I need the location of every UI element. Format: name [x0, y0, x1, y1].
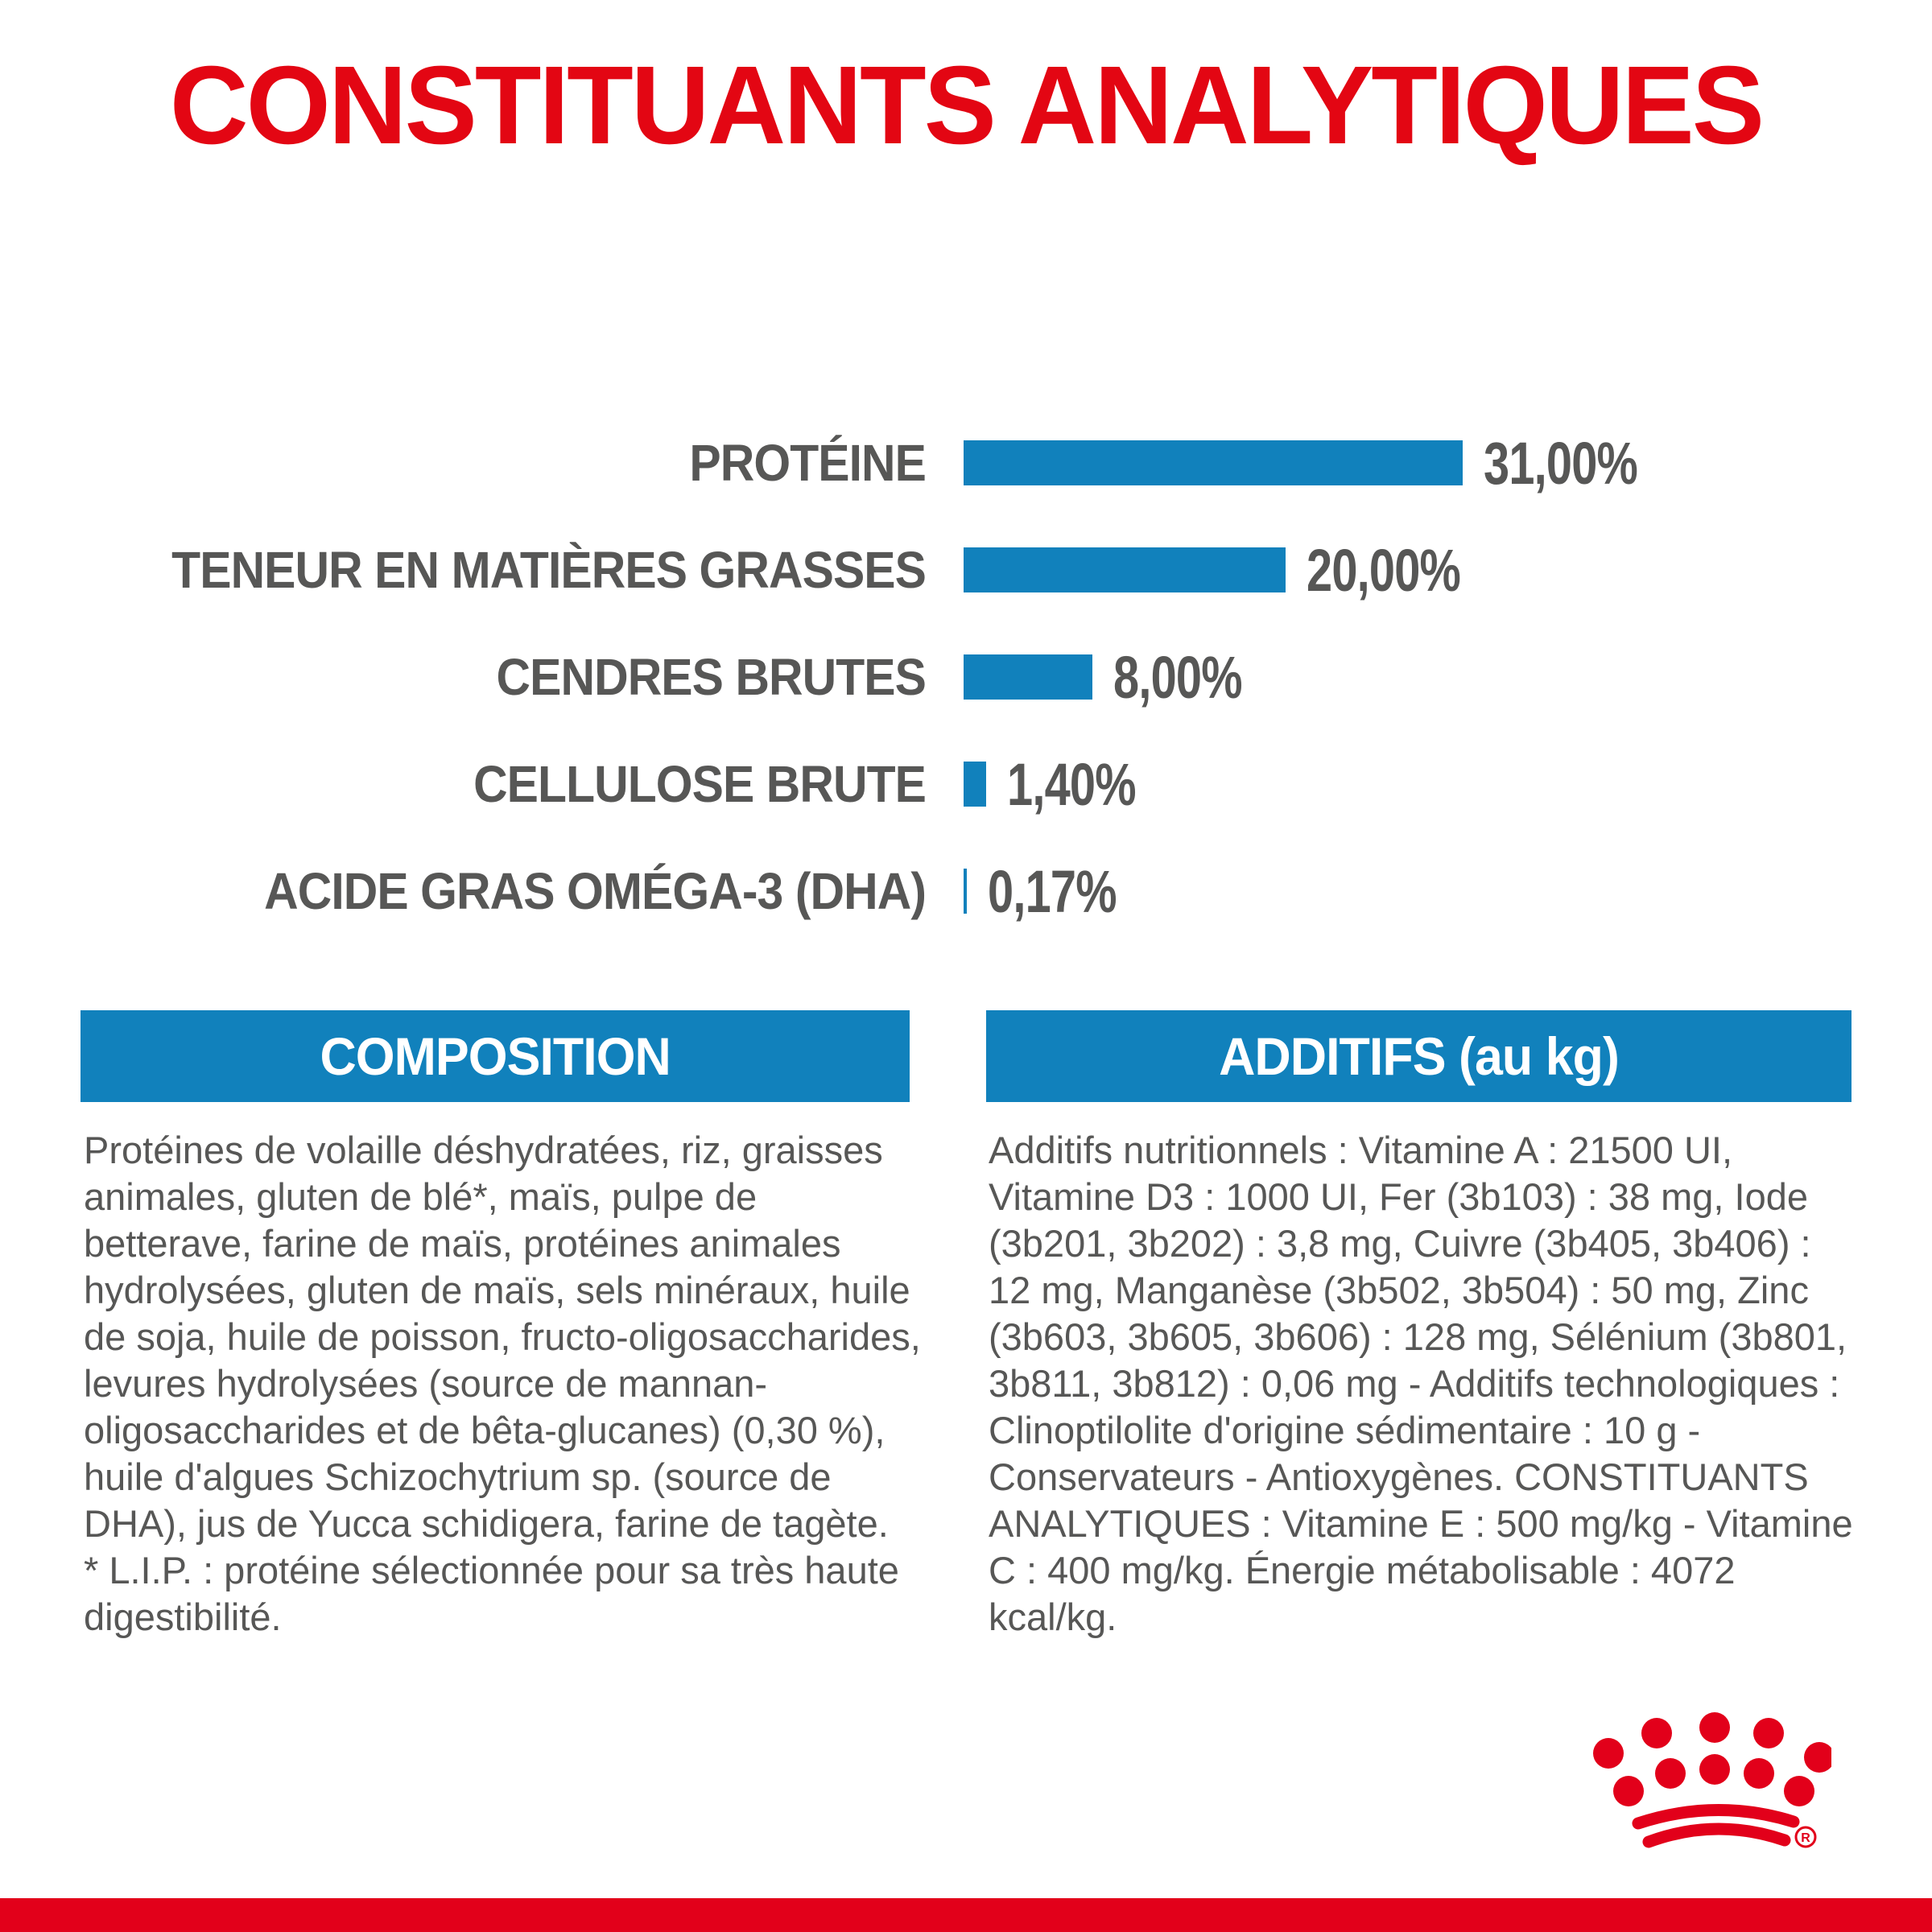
chart-row: TENEUR EN MATIÈRES GRASSES 20,00%	[0, 537, 1932, 604]
composition-footnote: * L.I.P. : protéine sélectionnée pour sa…	[84, 1549, 899, 1638]
chart-row: CELLULOSE BRUTE 1,40%	[0, 751, 1932, 818]
bar-value-label: 8,00%	[1113, 644, 1243, 711]
composition-header-label: COMPOSITION	[320, 1026, 671, 1086]
bar-value-label: 20,00%	[1307, 537, 1461, 604]
chart-row: ACIDE GRAS OMÉGA-3 (DHA) 0,17%	[0, 858, 1932, 925]
bar	[964, 654, 1092, 700]
bar	[964, 547, 1286, 592]
page-title: CONSTITUANTS ANALYTIQUES	[169, 43, 1765, 167]
registered-trademark-icon: R	[1794, 1826, 1817, 1848]
additifs-text: Additifs nutritionnels : Vitamine A : 21…	[989, 1127, 1858, 1641]
bar-category-label: ACIDE GRAS OMÉGA-3 (DHA)	[264, 862, 927, 920]
bar-category-label: PROTÉINE	[689, 434, 927, 492]
bar	[964, 869, 967, 914]
crown-base-arcs	[1632, 1804, 1800, 1848]
composition-text: Protéines de volaille déshydratées, riz,…	[84, 1127, 925, 1641]
additifs-header-label: ADDITIFS (au kg)	[1219, 1026, 1620, 1086]
chart-row: CENDRES BRUTES 8,00%	[0, 644, 1932, 711]
chart-row: PROTÉINE 31,00%	[0, 430, 1932, 497]
bar-category-label: TENEUR EN MATIÈRES GRASSES	[171, 541, 927, 599]
footer-red-band	[0, 1898, 1932, 1932]
bar-value-label: 31,00%	[1484, 430, 1638, 497]
royal-canin-crown-logo: R	[1593, 1712, 1831, 1848]
bar-value-label: 0,17%	[988, 858, 1117, 925]
bar	[964, 440, 1463, 485]
svg-text:R: R	[1801, 1831, 1810, 1845]
bar-category-label: CELLULOSE BRUTE	[473, 755, 927, 813]
composition-ingredients: Protéines de volaille déshydratées, riz,…	[84, 1129, 921, 1545]
bar	[964, 762, 986, 807]
analytical-constituents-bar-chart: PROTÉINE 31,00% TENEUR EN MATIÈRES GRASSES…	[0, 430, 1932, 925]
composition-section-header: COMPOSITION	[80, 1010, 910, 1102]
bar-category-label: CENDRES BRUTES	[496, 648, 927, 706]
additifs-section-header: ADDITIFS (au kg)	[986, 1010, 1852, 1102]
bar-value-label: 1,40%	[1007, 751, 1137, 818]
additifs-content: Additifs nutritionnels : Vitamine A : 21…	[989, 1129, 1853, 1638]
crown-gems	[1593, 1712, 1831, 1806]
